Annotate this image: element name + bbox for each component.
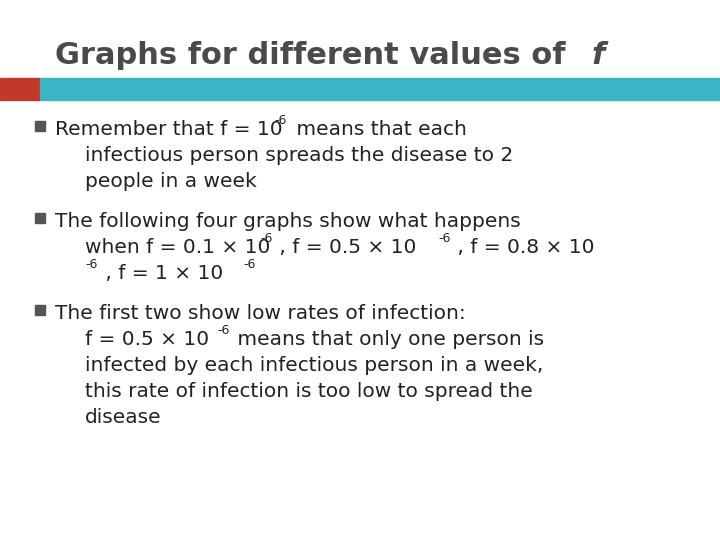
Text: disease: disease <box>85 408 161 427</box>
Text: -6: -6 <box>85 258 97 271</box>
Bar <box>35 213 45 223</box>
Text: , f = 1 × 10: , f = 1 × 10 <box>99 264 223 283</box>
Text: -6: -6 <box>243 258 256 271</box>
Text: people in a week: people in a week <box>85 172 257 191</box>
Text: f: f <box>591 40 604 70</box>
Text: -6: -6 <box>217 324 230 337</box>
Text: The first two show low rates of infection:: The first two show low rates of infectio… <box>55 304 466 323</box>
Text: Graphs for different values of: Graphs for different values of <box>55 40 587 70</box>
Text: f = 0.5 × 10: f = 0.5 × 10 <box>85 330 209 349</box>
Text: -6: -6 <box>438 232 451 245</box>
Text: infectious person spreads the disease to 2: infectious person spreads the disease to… <box>85 146 513 165</box>
Text: means that each: means that each <box>290 120 467 139</box>
Text: means that only one person is: means that only one person is <box>231 330 544 349</box>
Text: , f = 0.5 × 10: , f = 0.5 × 10 <box>273 238 416 257</box>
Text: , f = 0.8 × 10: , f = 0.8 × 10 <box>451 238 595 257</box>
Bar <box>35 121 45 131</box>
Text: when f = 0.1 × 10: when f = 0.1 × 10 <box>85 238 271 257</box>
Text: infected by each infectious person in a week,: infected by each infectious person in a … <box>85 356 544 375</box>
Text: this rate of infection is too low to spread the: this rate of infection is too low to spr… <box>85 382 533 401</box>
Text: Remember that f = 10: Remember that f = 10 <box>55 120 283 139</box>
Text: The following four graphs show what happens: The following four graphs show what happ… <box>55 212 521 231</box>
Text: -6: -6 <box>260 232 272 245</box>
Bar <box>35 305 45 315</box>
Text: -6: -6 <box>274 114 287 127</box>
Bar <box>0 78 40 100</box>
Bar <box>40 78 720 100</box>
